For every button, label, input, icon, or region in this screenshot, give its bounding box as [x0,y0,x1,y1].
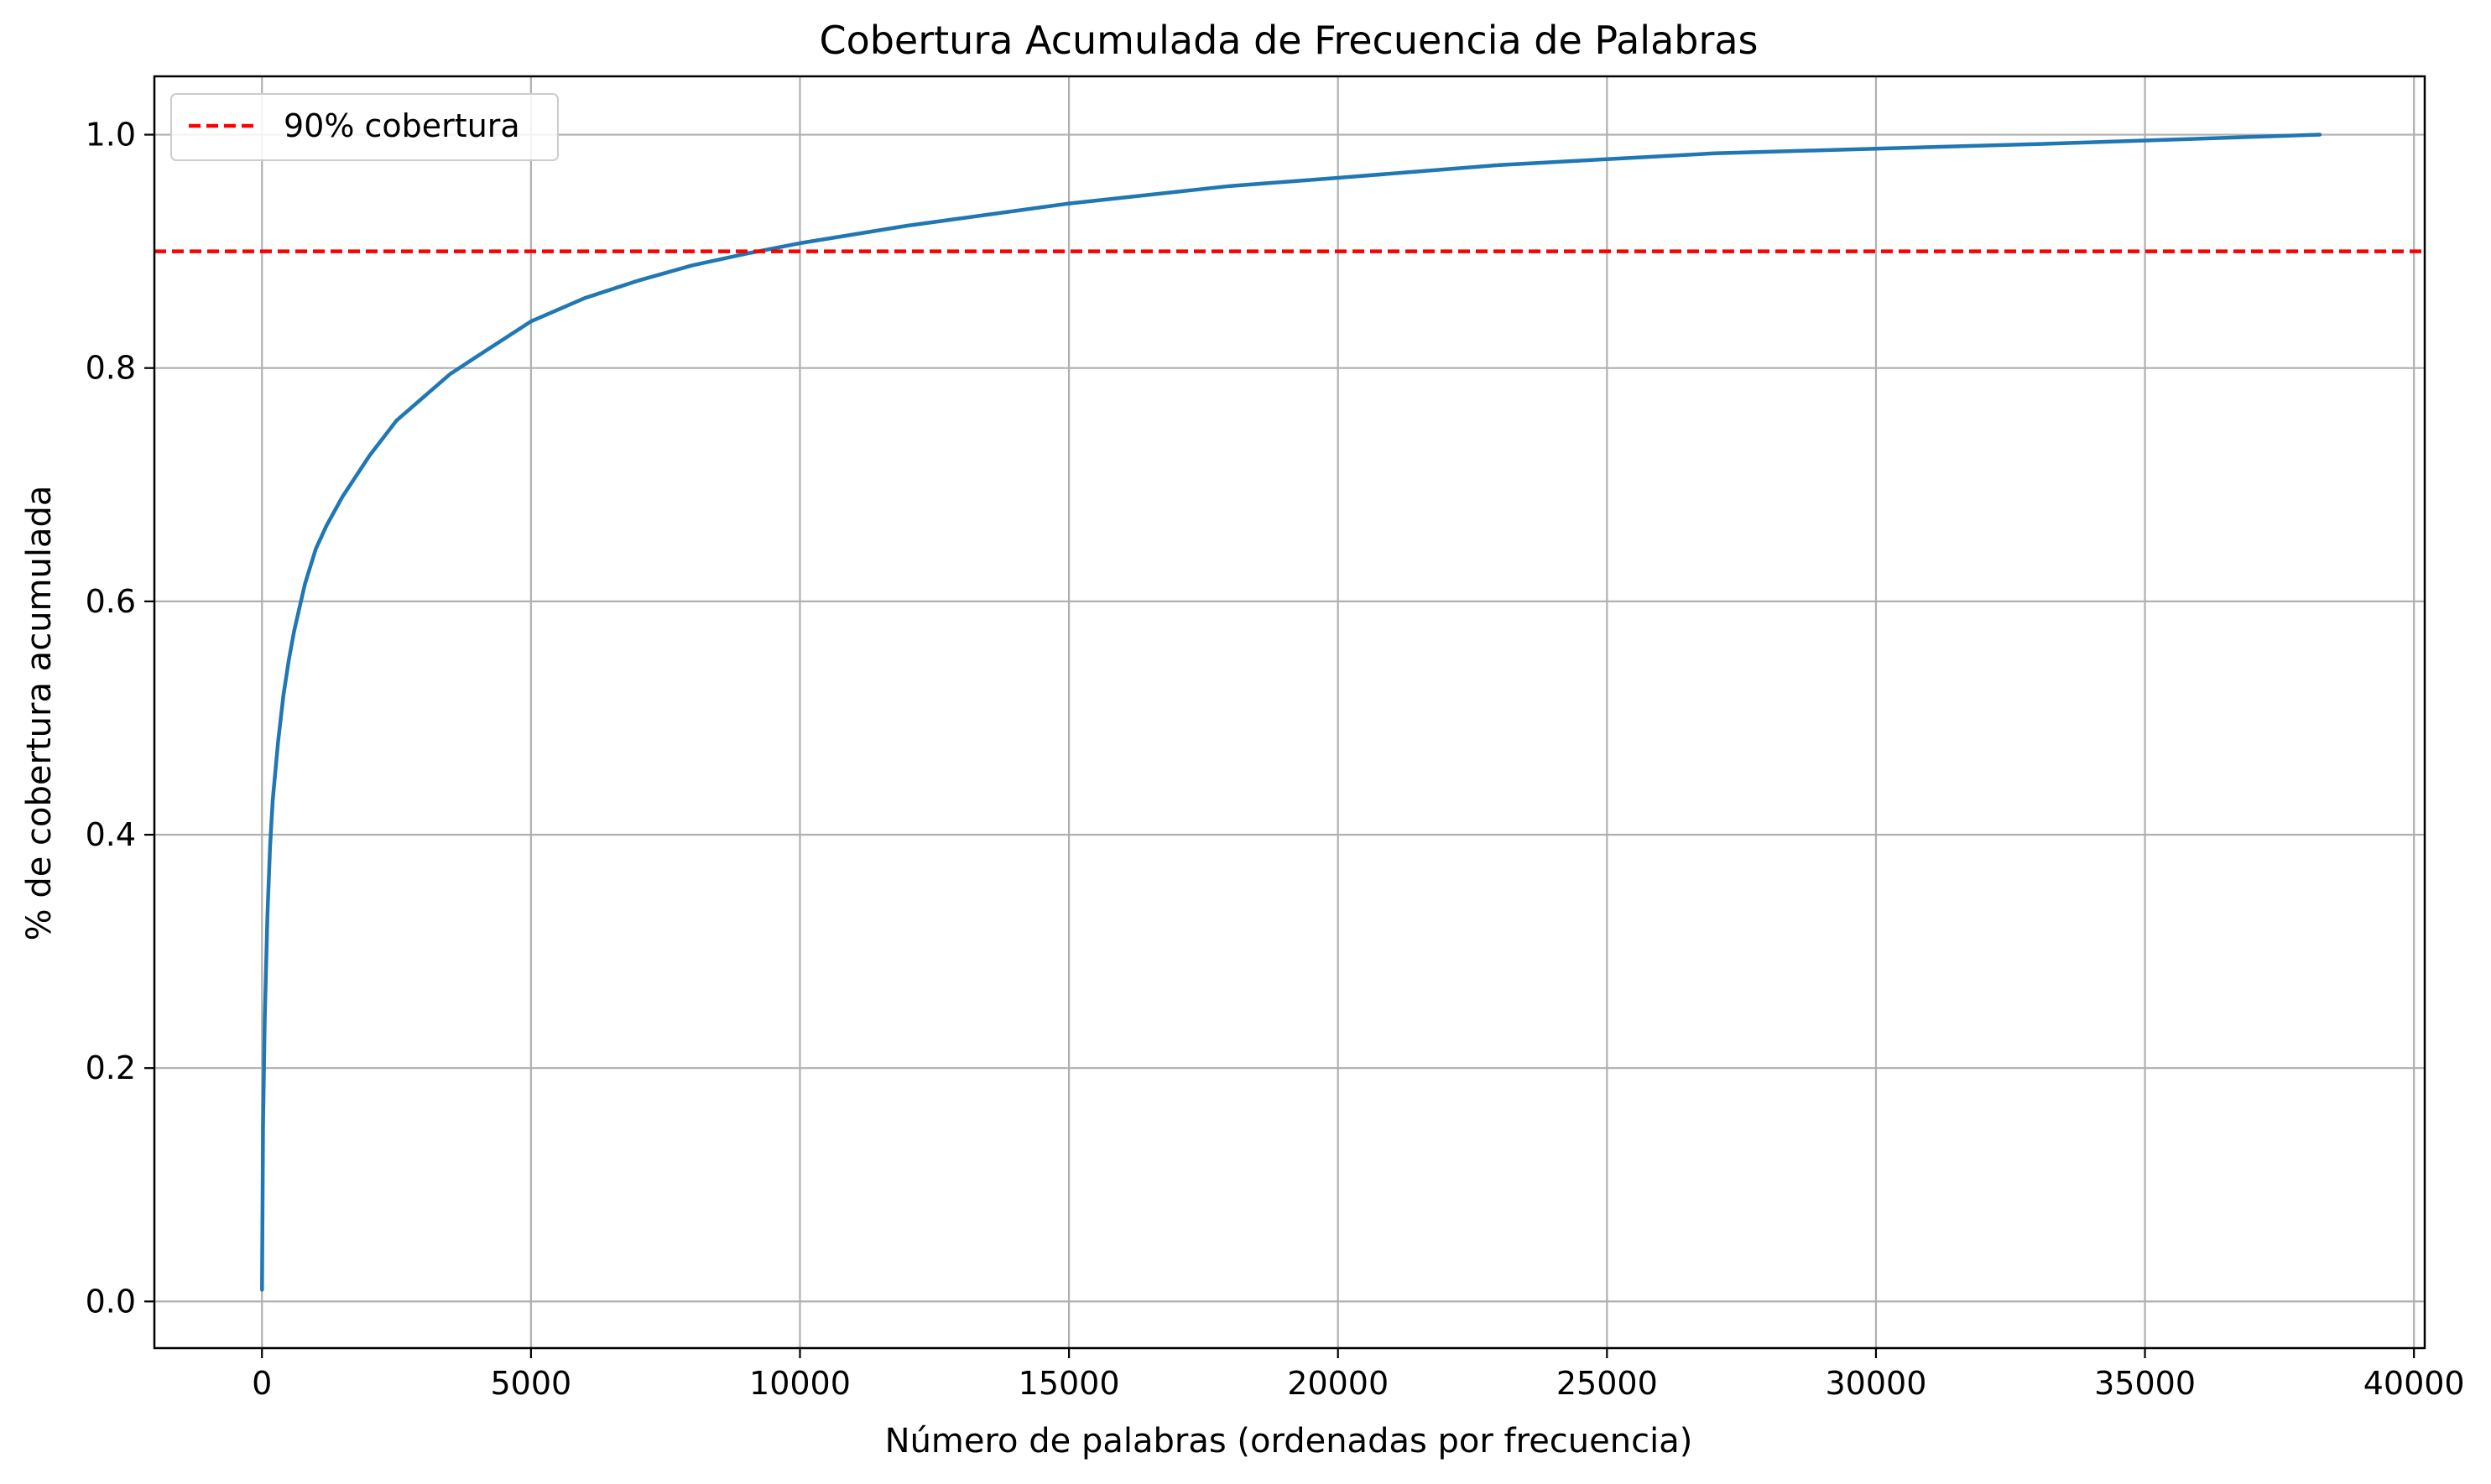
legend-label-90-coverage: 90% cobertura [284,107,520,144]
x-tick-label: 5000 [491,1365,572,1402]
x-tick-label: 10000 [749,1365,851,1402]
x-tick-label: 40000 [2363,1365,2465,1402]
y-tick-label: 0.4 [86,816,136,853]
series-layer [154,133,2425,1292]
y-axis-label: % de cobertura acumulada [20,486,59,941]
grid-layer [154,76,2425,1348]
y-tick-label: 0.2 [86,1049,136,1086]
x-tick-label: 35000 [2094,1365,2196,1402]
x-tick-label: 25000 [1556,1365,1658,1402]
x-tick-label: 20000 [1287,1365,1389,1402]
tick-layer: 0 5000 10000 15000 20000 25000 30000 35000 40000… [86,117,2465,1402]
y-tick-label: 0.6 [86,583,136,620]
x-tick-label: 15000 [1019,1365,1120,1402]
y-tick-label: 0.8 [86,350,136,387]
x-axis-label: Número de palabras (ordenadas por frecue… [885,1422,1693,1461]
plot-frame [153,75,2426,1350]
y-tick-label: 1.0 [86,117,136,154]
coverage-line [260,133,2322,1292]
chart-title: Cobertura Acumulada de Frecuencia de Pal… [819,18,1758,63]
legend-box [170,93,559,161]
x-tick-label: 0 [252,1365,272,1402]
y-tick-label: 0.0 [86,1283,136,1320]
x-tick-label: 30000 [1825,1365,1926,1402]
legend: 90% cobertura [170,93,559,161]
